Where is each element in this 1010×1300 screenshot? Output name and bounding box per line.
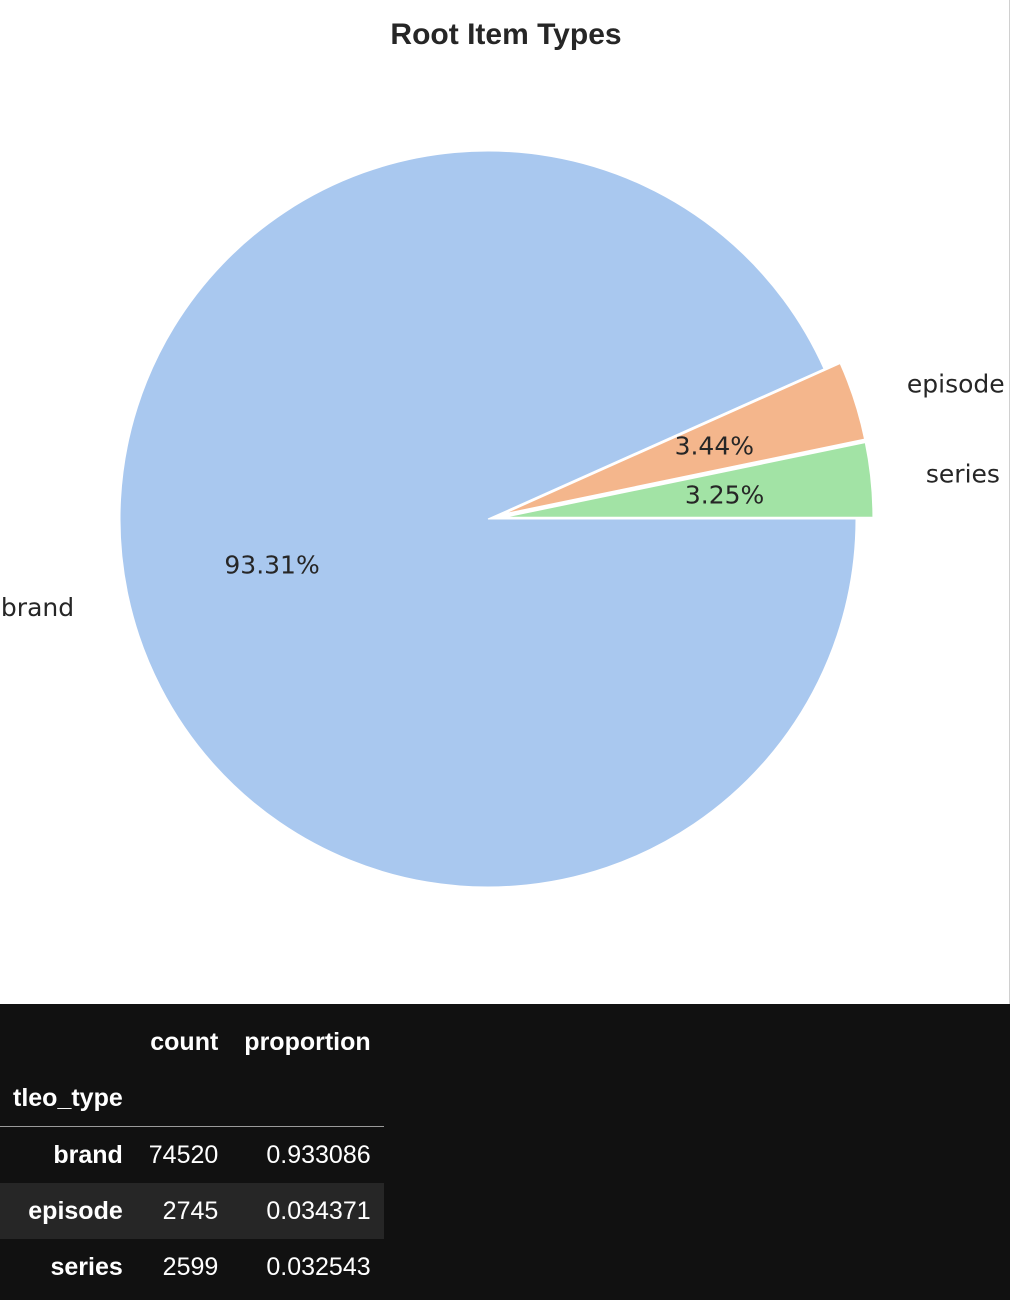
pie-slice-series [504,442,874,518]
blank-header-cell [0,1014,136,1070]
pie-percent-label-series: 3.25% [685,480,764,509]
column-header-proportion: proportion [244,1027,371,1056]
proportion-cell: 0.032543 [266,1252,371,1281]
row-index-label: series [50,1252,123,1281]
pie-percent-label-brand: 93.31% [224,551,319,580]
count-cell: 74520 [148,1140,219,1169]
pie-category-label-episode: episode [907,369,1005,398]
pie-category-label-brand: brand [1,593,74,622]
row-index-label: episode [28,1196,123,1225]
blank-header-cell [136,1070,232,1127]
proportion-cell: 0.933086 [266,1140,371,1169]
count-cell: 2745 [162,1196,219,1225]
blank-header-cell [231,1070,383,1127]
column-header-row: count proportion [0,1014,384,1070]
pie-slice-episode [503,362,866,515]
proportion-cell: 0.034371 [266,1196,371,1225]
dataframe-table: count proportion tleo_type brand 74520 0… [0,1014,384,1295]
chart-title: Root Item Types [390,18,621,51]
table-row: brand 74520 0.933086 [0,1127,384,1184]
chart-panel: Root Item Types 93.31% brand 3.44% episode 3… [0,0,1010,1004]
row-index-label: brand [53,1140,123,1169]
index-name-row: tleo_type [0,1070,384,1127]
index-name-header: tleo_type [13,1083,123,1112]
pie-slices [119,150,874,888]
dataframe-output: count proportion tleo_type brand 74520 0… [0,1004,1010,1300]
pie-slice-brand [119,150,857,888]
table-row: series 2599 0.032543 [0,1239,384,1295]
pie-labels: 93.31% brand 3.44% episode 3.25% series [1,369,1005,622]
pie-percent-label-episode: 3.44% [675,431,754,460]
pie-category-label-series: series [926,460,1000,489]
column-header-count: count [150,1027,219,1056]
count-cell: 2599 [162,1252,219,1281]
table-row: episode 2745 0.034371 [0,1183,384,1239]
pie-chart: Root Item Types 93.31% brand 3.44% episode 3… [1,18,1005,888]
